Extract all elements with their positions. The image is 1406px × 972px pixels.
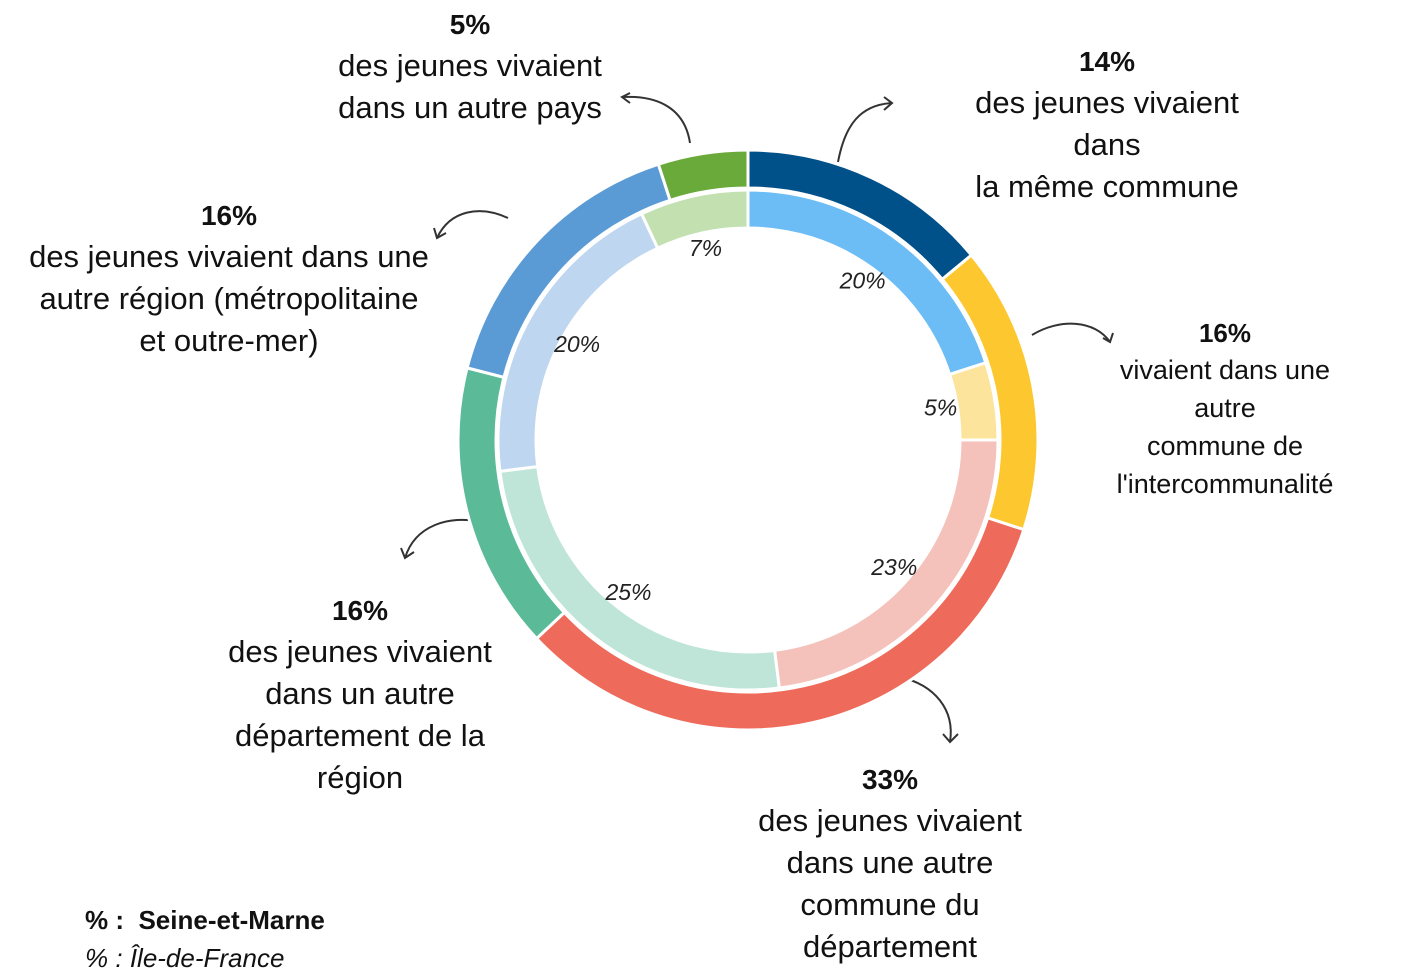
segment-label: 16% des jeunes vivaient dans une autre ré…: [29, 196, 429, 362]
legend-label: Seine-et-Marne: [138, 905, 325, 935]
arrow-head: [620, 92, 631, 104]
donut-segment: [656, 148, 750, 203]
arrow: [1031, 322, 1111, 343]
inner-value-label: 7%: [689, 235, 722, 261]
value-label: 14%: [1078, 46, 1136, 77]
segment-label: 16% vivaient dans une autre commune de l'…: [1117, 315, 1334, 503]
category-label: des jeunes vivaient dans la même commune: [975, 85, 1239, 204]
donut-segment: [639, 188, 750, 251]
value-label: 16%: [1198, 318, 1252, 348]
legend-prefix: % :: [85, 943, 123, 972]
segment-label: 16% des jeunes vivaient dans un autre dép…: [228, 591, 492, 799]
inner-value-label: 23%: [870, 554, 917, 580]
legend-entry: % : Seine-et-Marne: [85, 905, 325, 936]
category-label: des jeunes vivaient dans un autre départ…: [228, 634, 492, 795]
value-label: 5%: [449, 9, 491, 40]
category-label: des jeunes vivaient dans une autre commu…: [758, 803, 1022, 964]
value-label: 33%: [861, 764, 919, 795]
category-label: vivaient dans une autre commune de l'int…: [1116, 355, 1334, 499]
inner-value-label: 20%: [839, 267, 886, 293]
legend-label: Île-de-France: [129, 943, 285, 972]
value-label: 16%: [331, 595, 389, 626]
arrow: [621, 95, 691, 144]
inner-value-label: 25%: [604, 579, 651, 605]
value-label: 16%: [200, 200, 258, 231]
arrow: [404, 518, 481, 559]
segment-label: 5% des jeunes vivaient dans un autre pays: [338, 5, 602, 129]
arrow-head: [1102, 332, 1114, 344]
segment-label: 33% des jeunes vivaient dans une autre co…: [758, 760, 1022, 968]
inner-value-label: 20%: [553, 331, 600, 357]
arrow-head: [433, 227, 447, 240]
arrow-head: [942, 733, 959, 744]
inner-value-label: 5%: [924, 395, 957, 421]
category-label: des jeunes vivaient dans un autre pays: [338, 48, 602, 125]
arrow: [899, 676, 952, 743]
arrow-head: [883, 96, 894, 111]
segment-label: 14% des jeunes vivaient dans la même comm…: [958, 42, 1257, 208]
category-label: des jeunes vivaient dans une autre régio…: [29, 239, 429, 358]
arrow-head: [400, 547, 415, 560]
legend-prefix: % :: [85, 905, 124, 935]
arrow: [436, 210, 509, 239]
legend-entry: % : Île-de-France: [85, 943, 284, 972]
arrow: [837, 102, 893, 163]
